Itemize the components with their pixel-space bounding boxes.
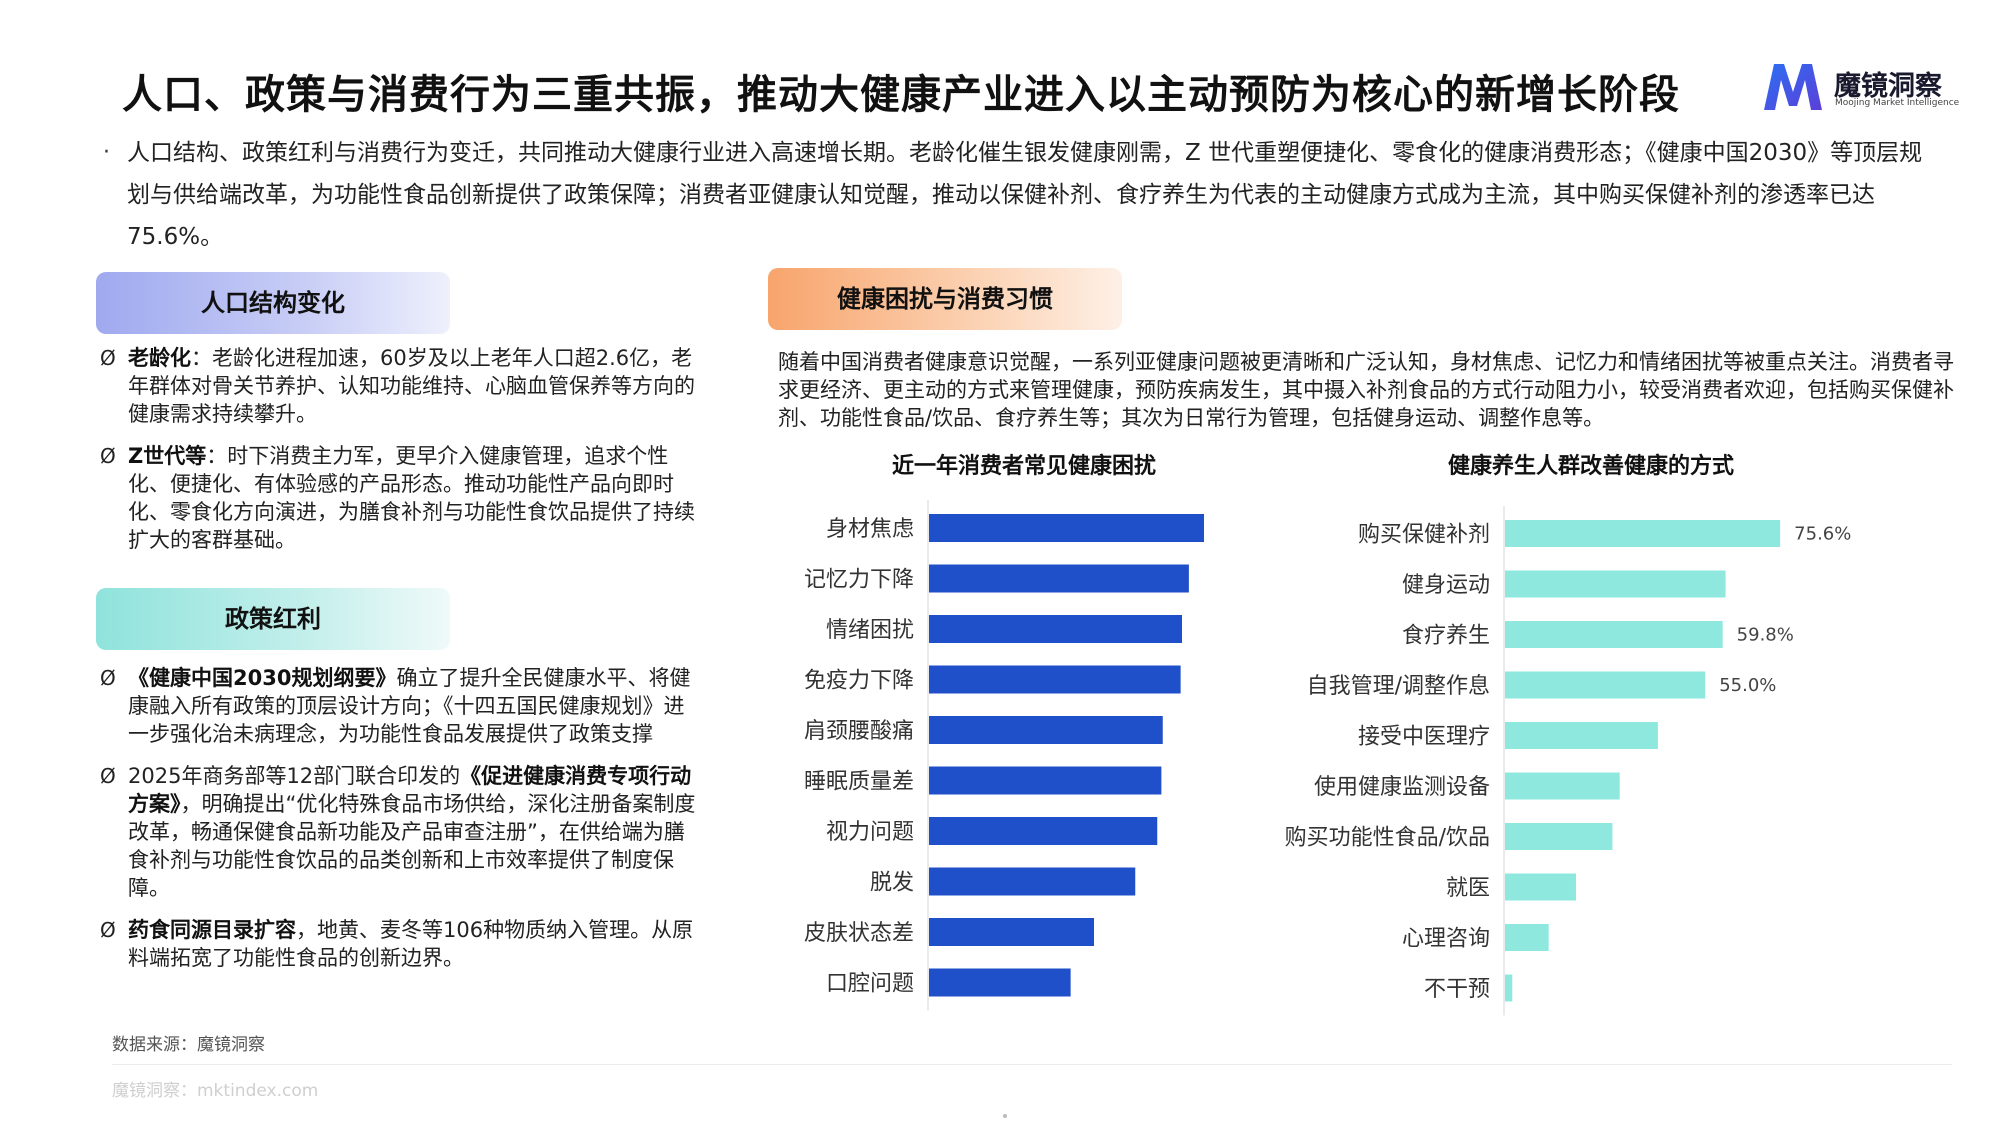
bullet-text: ，明确提出“优化特殊食品市场供给，深化注册备案制度改革，畅通保健食品新功能及产品… [128,792,696,900]
footer-site: 魔镜洞察：mktindex.com [112,1081,319,1101]
chart-title-methods: 健康养生人群改善健康的方式 [1448,454,1735,479]
bullet-food-medicine: Ø 药食同源目录扩容，地黄、麦冬等106种物质纳入管理。从原料端拓宽了功能性食品… [100,916,700,972]
bar [929,867,1136,896]
bar [929,968,1071,997]
bullet-keyword: 药食同源目录扩容 [128,918,296,942]
bullet-text: ，地黄、麦冬等106种物质纳入管理。从原料端拓宽了功能性食品的创新边界。 [128,918,694,970]
intro-text: 人口结构、政策红利与消费行为变迁，共同推动大健康行业进入高速增长期。老龄化催生银… [127,140,1923,250]
bar [929,514,1204,542]
bullet-keyword: 《促进健康消费专项行动方案》 [128,764,692,816]
category-label: 记忆力下降 [804,568,914,593]
bullet-genz: Ø Z世代等：时下消费主力军，更早介入健康管理，追求个性化、便捷化、有体验感的产… [100,442,700,554]
category-label: 皮肤状态差 [804,921,914,946]
population-bullets: Ø 老龄化：老龄化进程加速，60岁及以上老年人口超2.6亿，老年群体对骨关节养护… [100,344,700,568]
bullet-marker: Ø [100,764,116,788]
data-label: 75.6% [1794,524,1851,545]
data-label: 55.0% [1719,675,1776,696]
bar [1505,873,1576,901]
category-label: 就医 [1446,876,1490,901]
bullet-keyword: Z世代等 [128,444,207,468]
section-heading-health: 健康困扰与消费习惯 [768,268,1122,330]
category-label: 心理咨询 [1402,927,1490,952]
bullet-consumption-plan: Ø 2025年商务部等12部门联合印发的《促进健康消费专项行动方案》，明确提出“… [100,762,700,902]
bar [1505,974,1513,1002]
bar [1505,823,1613,850]
bullet-text: ：时下消费主力军，更早介入健康管理，追求个性化、便捷化、有体验感的产品形态。推动… [128,444,695,552]
data-label: 59.8% [1737,625,1794,646]
page-marker [1003,1114,1007,1118]
brand-name: 魔镜洞察 [1834,71,1942,102]
bar [929,716,1163,744]
category-label: 自我管理/调整作息 [1307,674,1490,699]
category-label: 肩颈腰酸痛 [804,719,914,744]
bar [1505,621,1723,648]
category-label: 身材焦虑 [826,517,914,542]
category-label: 口腔问题 [826,972,914,997]
category-label: 睡眠质量差 [804,770,914,795]
bullet-marker: Ø [100,444,116,468]
bar [1505,520,1781,547]
section-heading-policy: 政策红利 [96,588,450,650]
category-label: 使用健康监测设备 [1314,775,1490,800]
section-heading-population: 人口结构变化 [96,272,450,334]
bullet-marker: Ø [100,666,116,690]
category-label: 购买功能性食品/饮品 [1285,826,1490,851]
bullet-text: 确立了提升全民健康水平、将健康融入所有政策的顶层设计方向；《十四五国民健康规划》… [128,666,691,746]
bar [1505,772,1620,800]
bullet-text: ：老龄化进程加速，60岁及以上老年人口超2.6亿，老年群体对骨关节养护、认知功能… [128,346,695,426]
bar [1505,671,1706,699]
bullet-keyword: 老龄化 [128,346,191,370]
bullet-healthy-china: Ø 《健康中国2030规划纲要》确立了提升全民健康水平、将健康融入所有政策的顶层… [100,664,700,748]
category-label: 购买保健补剂 [1358,523,1490,548]
brand-subtitle: Moojing Market Intelligence [1835,98,1960,108]
category-label: 食疗养生 [1402,624,1490,649]
category-label: 接受中医理疗 [1358,725,1490,750]
bullet-marker: Ø [100,918,116,942]
bar [929,615,1182,643]
category-label: 视力问题 [826,820,914,845]
category-label: 脱发 [870,871,914,896]
category-label: 健身运动 [1402,573,1490,598]
policy-bullets: Ø 《健康中国2030规划纲要》确立了提升全民健康水平、将健康融入所有政策的顶层… [100,664,700,986]
bar [1505,722,1658,749]
chart-title-troubles: 近一年消费者常见健康困扰 [892,454,1157,479]
bullet-aging: Ø 老龄化：老龄化进程加速，60岁及以上老年人口超2.6亿，老年群体对骨关节养护… [100,344,700,428]
bullet-marker: Ø [100,346,116,370]
bar [1505,924,1549,951]
bar [929,766,1162,795]
bullet-keyword: 《健康中国2030规划纲要》 [128,666,397,690]
category-label: 情绪困扰 [826,618,914,643]
bar [929,918,1094,946]
bullet-prefix: 2025年商务部等12部门联合印发的 [128,764,461,788]
intro-paragraph: · 人口结构、政策红利与消费行为变迁，共同推动大健康行业进入高速增长期。老龄化催… [103,132,1925,258]
category-label: 免疫力下降 [804,669,914,694]
data-source: 数据来源：魔镜洞察 [112,1035,265,1055]
brand-logo: 魔镜洞察 Moojing Market Intelligence [1760,58,1960,118]
brand-logo-icon [1764,64,1822,110]
bar [929,665,1181,694]
footer-divider [112,1064,1952,1065]
page-title: 人口、政策与消费行为三重共振，推动大健康产业进入以主动预防为核心的新增长阶段 [122,72,1680,118]
bar [1505,570,1726,598]
intro-bullet: · [103,140,110,165]
bar [929,817,1158,845]
category-label: 不干预 [1424,977,1490,1002]
health-paragraph: 随着中国消费者健康意识觉醒，一系列亚健康问题被更清晰和广泛认知，身材焦虑、记忆力… [778,350,1954,430]
bar [929,564,1189,593]
